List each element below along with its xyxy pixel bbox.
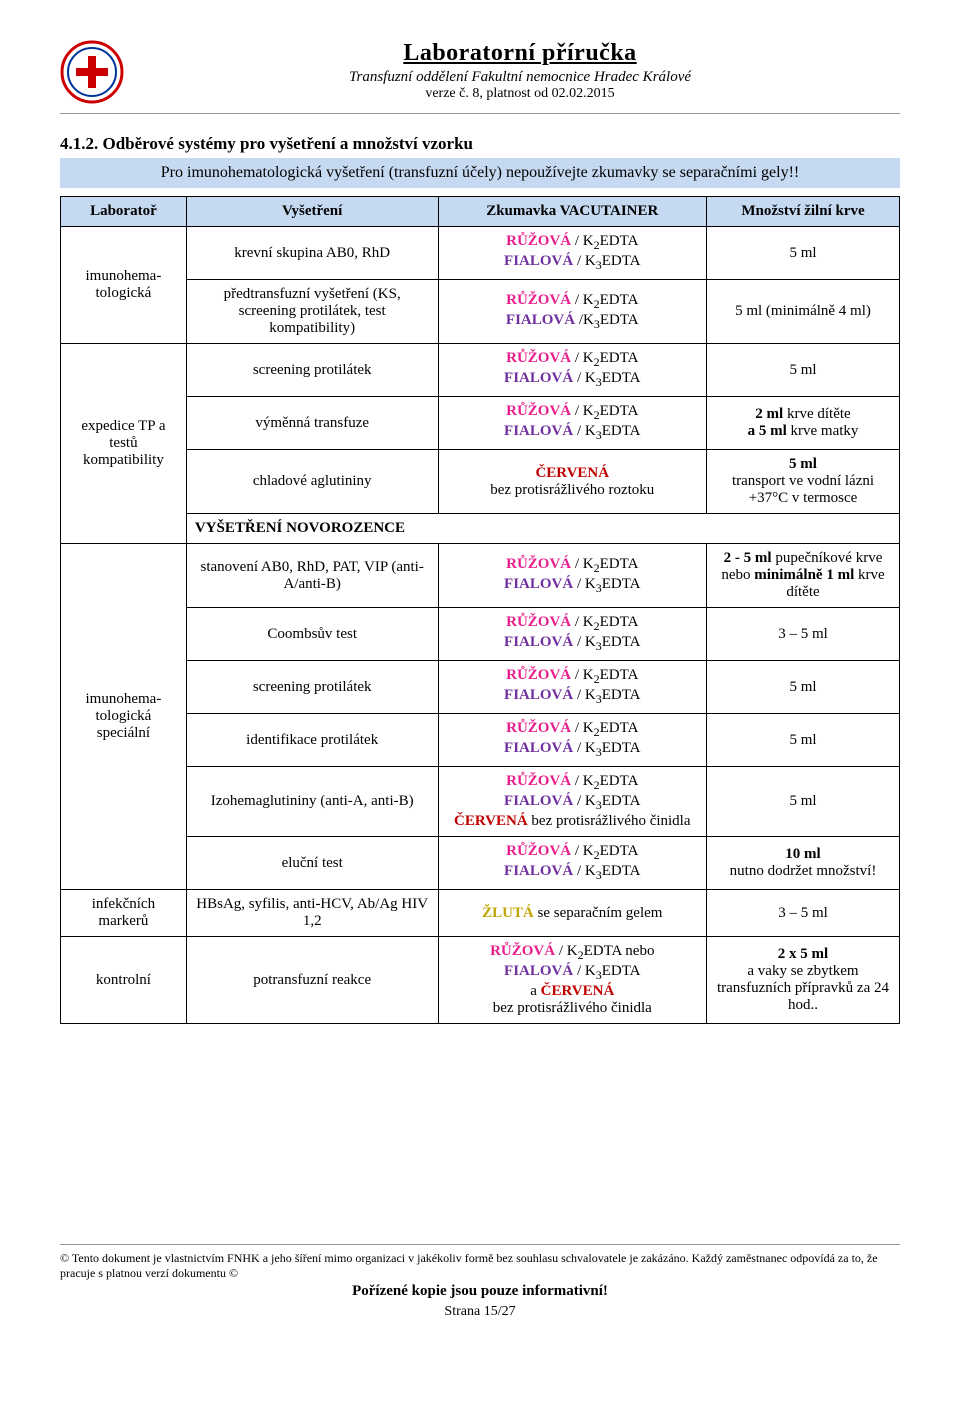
header-title: Laboratorní příručka <box>140 40 900 67</box>
cell-amt: 3 – 5 ml <box>707 890 900 937</box>
cell-test: Izohemaglutininy (anti-A, anti-B) <box>186 767 438 837</box>
table-row: kontrolní potransfuzní reakce RŮŽOVÁ / K… <box>61 937 900 1024</box>
cell-tube: RŮŽOVÁ / K2EDTA FIALOVÁ / K3EDTA <box>438 661 706 714</box>
cell-amt: 5 ml <box>707 227 900 280</box>
cell-tube: RŮŽOVÁ / K2EDTA FIALOVÁ / K3EDTA ČERVENÁ… <box>438 767 706 837</box>
table-row: chladové aglutininy ČERVENÁ bez protisrá… <box>61 450 900 514</box>
cell-test: Coombsův test <box>186 608 438 661</box>
header-subtitle: Transfuzní oddělení Fakultní nemocnice H… <box>140 69 900 86</box>
cell-tube: RŮŽOVÁ / K2EDTA FIALOVÁ /K3EDTA <box>438 280 706 344</box>
cell-tube: RŮŽOVÁ / K2EDTA FIALOVÁ / K3EDTA <box>438 608 706 661</box>
cell-test: chladové aglutininy <box>186 450 438 514</box>
th-test: Vyšetření <box>186 197 438 227</box>
cell-amt: 2 - 5 ml pupečníkové krve nebo minimálně… <box>707 544 900 608</box>
section-heading: 4.1.2. Odběrové systémy pro vyšetření a … <box>60 134 900 154</box>
cell-test: identifikace protilátek <box>186 714 438 767</box>
cell-test: HBsAg, syfilis, anti-HCV, Ab/Ag HIV 1,2 <box>186 890 438 937</box>
cell-tube: RŮŽOVÁ / K2EDTA FIALOVÁ / K3EDTA <box>438 397 706 450</box>
cell-amt: 3 – 5 ml <box>707 608 900 661</box>
footer-copyright: © Tento dokument je vlastnictvím FNHK a … <box>60 1251 900 1281</box>
cell-tube: RŮŽOVÁ / K2EDTA FIALOVÁ / K3EDTA <box>438 344 706 397</box>
cell-amt: 5 ml <box>707 661 900 714</box>
table-row: infekčních markerů HBsAg, syfilis, anti-… <box>61 890 900 937</box>
cell-test: stanovení AB0, RhD, PAT, VIP (anti-A/ant… <box>186 544 438 608</box>
page-footer: © Tento dokument je vlastnictvím FNHK a … <box>60 1244 900 1320</box>
cell-lab: infekčních markerů <box>61 890 187 937</box>
cell-test: krevní skupina AB0, RhD <box>186 227 438 280</box>
table-row: Izohemaglutininy (anti-A, anti-B) RŮŽOVÁ… <box>61 767 900 837</box>
cell-amt: 2 x 5 ml a vaky se zbytkem transfuzních … <box>707 937 900 1024</box>
table-row: identifikace protilátek RŮŽOVÁ / K2EDTA … <box>61 714 900 767</box>
footer-page-number: Strana 15/27 <box>60 1304 900 1320</box>
cell-tube: RŮŽOVÁ / K2EDTA FIALOVÁ / K3EDTA <box>438 544 706 608</box>
cell-lab: expedice TP a testů kompatibility <box>61 344 187 544</box>
cell-amt: 2 ml krve dítěte a 5 ml krve matky <box>707 397 900 450</box>
cell-amt: 5 ml <box>707 344 900 397</box>
cell-tube: RŮŽOVÁ / K2EDTA nebo FIALOVÁ / K3EDTA a … <box>438 937 706 1024</box>
footer-warning: Pořízené kopie jsou pouze informativní! <box>60 1283 900 1300</box>
cell-tube: ŽLUTÁ se separačním gelem <box>438 890 706 937</box>
section-note: Pro imunohematologická vyšetření (transf… <box>60 158 900 188</box>
page-header: Laboratorní příručka Transfuzní oddělení… <box>60 40 900 114</box>
th-lab: Laboratoř <box>61 197 187 227</box>
table-row: imunohema-tologická krevní skupina AB0, … <box>61 227 900 280</box>
cell-test: předtransfuzní vyšetření (KS, screening … <box>186 280 438 344</box>
cell-tube: RŮŽOVÁ / K2EDTA FIALOVÁ / K3EDTA <box>438 714 706 767</box>
table-row: expedice TP a testů kompatibility screen… <box>61 344 900 397</box>
cell-test: screening protilátek <box>186 661 438 714</box>
cell-amt: 10 ml nutno dodržet množství! <box>707 837 900 890</box>
cell-amt: 5 ml transport ve vodní lázni +37°C v te… <box>707 450 900 514</box>
cell-lab: imunohema-tologická speciální <box>61 544 187 890</box>
cell-amt: 5 ml (minimálně 4 ml) <box>707 280 900 344</box>
cell-test: screening protilátek <box>186 344 438 397</box>
table-section-row: VYŠETŘENÍ NOVOROZENCE <box>61 514 900 544</box>
sampling-table: Laboratoř Vyšetření Zkumavka VACUTAINER … <box>60 196 900 1024</box>
table-row: screening protilátek RŮŽOVÁ / K2EDTA FIA… <box>61 661 900 714</box>
cell-test: výměnná transfuze <box>186 397 438 450</box>
header-version: verze č. 8, platnost od 02.02.2015 <box>140 86 900 102</box>
table-row: imunohema-tologická speciální stanovení … <box>61 544 900 608</box>
cell-tube: RŮŽOVÁ / K2EDTA FIALOVÁ / K3EDTA <box>438 227 706 280</box>
table-row: předtransfuzní vyšetření (KS, screening … <box>61 280 900 344</box>
table-row: eluční test RŮŽOVÁ / K2EDTA FIALOVÁ / K3… <box>61 837 900 890</box>
cell-test: potransfuzní reakce <box>186 937 438 1024</box>
cell-tube: ČERVENÁ bez protisrážlivého roztoku <box>438 450 706 514</box>
cell-tube: RŮŽOVÁ / K2EDTA FIALOVÁ / K3EDTA <box>438 837 706 890</box>
cell-lab: imunohema-tologická <box>61 227 187 344</box>
logo <box>60 40 124 109</box>
cell-test: eluční test <box>186 837 438 890</box>
th-amt: Množství žilní krve <box>707 197 900 227</box>
table-header-row: Laboratoř Vyšetření Zkumavka VACUTAINER … <box>61 197 900 227</box>
th-tube: Zkumavka VACUTAINER <box>438 197 706 227</box>
cell-amt: 5 ml <box>707 767 900 837</box>
cell-amt: 5 ml <box>707 714 900 767</box>
cell-section: VYŠETŘENÍ NOVOROZENCE <box>186 514 899 544</box>
table-row: výměnná transfuze RŮŽOVÁ / K2EDTA FIALOV… <box>61 397 900 450</box>
cell-lab: kontrolní <box>61 937 187 1024</box>
table-row: Coombsův test RŮŽOVÁ / K2EDTA FIALOVÁ / … <box>61 608 900 661</box>
